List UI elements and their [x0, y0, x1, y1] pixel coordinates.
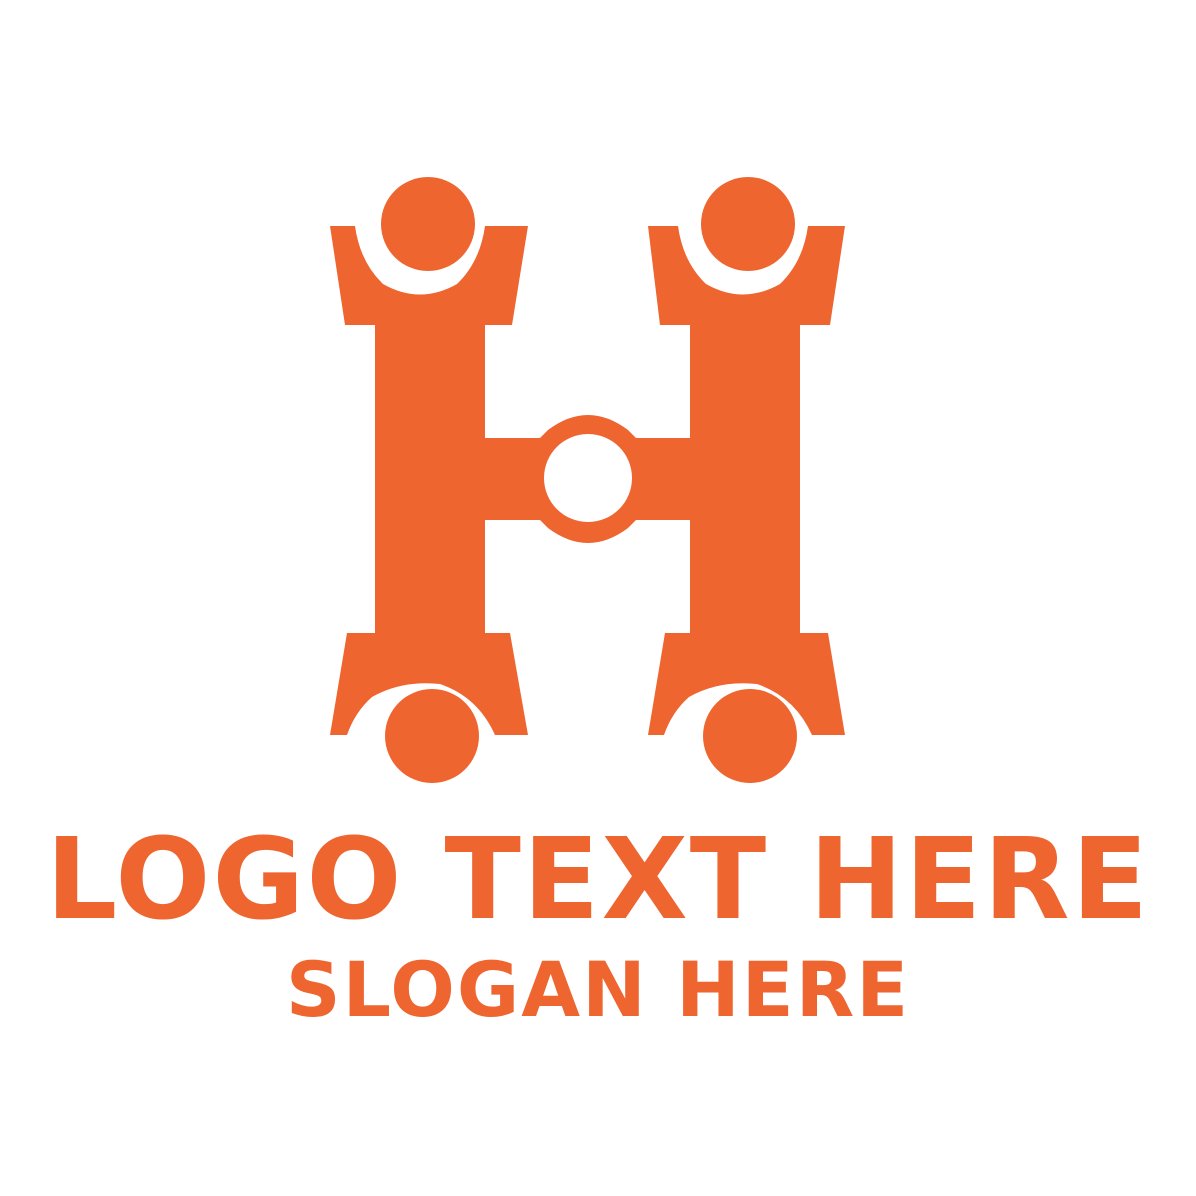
head-top-left-icon: [381, 177, 475, 271]
head-top-right-icon: [701, 177, 795, 271]
h-left-stem: [330, 226, 690, 735]
logo-title: LOGO TEXT HERE: [45, 815, 1151, 945]
head-bottom-right-icon: [703, 689, 797, 783]
h-right-stem: [648, 226, 845, 735]
logo-slogan: SLOGAN HERE: [285, 945, 911, 1034]
head-bottom-left-icon: [385, 689, 479, 783]
center-ring-hole: [544, 434, 632, 522]
